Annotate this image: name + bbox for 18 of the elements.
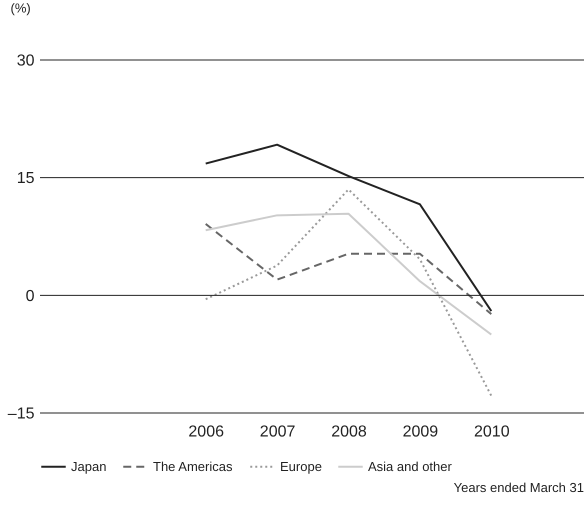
y-tick-label: 15 xyxy=(16,170,35,188)
y-tick-label: –15 xyxy=(8,406,35,422)
x-tick-label: 2007 xyxy=(260,424,296,440)
legend-label: Japan xyxy=(71,458,106,474)
x-tick-label: 2010 xyxy=(474,424,510,440)
y-axis-title: (%) xyxy=(10,0,31,16)
x-tick-label: 2009 xyxy=(402,424,438,440)
y-tick-label: 30 xyxy=(16,52,35,70)
x-tick-label: 2006 xyxy=(188,424,224,440)
line-series xyxy=(204,222,492,316)
text: Years ended March 31 xyxy=(454,480,584,495)
legend-label: Europe xyxy=(280,458,322,474)
y-tick-label: 0 xyxy=(26,288,35,305)
line-series xyxy=(204,212,492,336)
legend-label: Asia and other xyxy=(368,458,453,474)
x-tick-label: 2008 xyxy=(331,424,367,440)
line-series xyxy=(204,188,492,397)
legend-label: The Americas xyxy=(153,458,233,474)
